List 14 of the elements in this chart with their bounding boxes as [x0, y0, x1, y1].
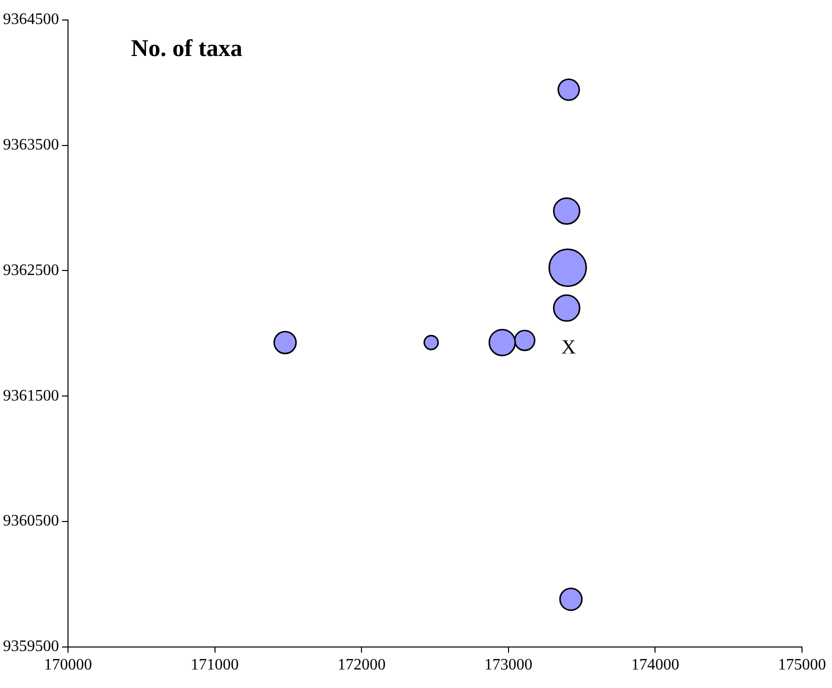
x-tick-label: 174000 [631, 656, 680, 674]
x-tick-label: 173000 [484, 656, 532, 674]
text: No. of taxa [131, 36, 242, 62]
y-tick-label: 9363500 [3, 136, 59, 154]
x-tick-label: 171000 [190, 656, 239, 674]
x-tick-label: 175000 [778, 656, 826, 674]
y-tick-label: 9360500 [3, 512, 59, 530]
y-tick-label: 9364500 [3, 11, 59, 28]
y-tick-label: 9361500 [3, 387, 59, 404]
y-tick-label: 9362500 [3, 262, 59, 279]
annotation: X [561, 336, 576, 359]
x-tick-label: 170000 [44, 656, 92, 674]
y-tick-label: 9359500 [3, 638, 59, 656]
x-tick-label: 172000 [338, 656, 386, 674]
